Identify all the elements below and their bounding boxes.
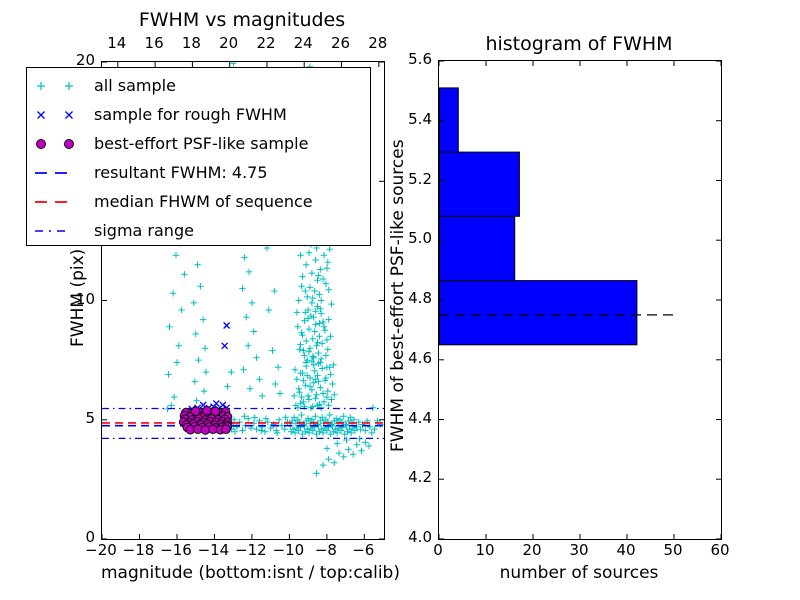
all-sample-points [164, 62, 384, 477]
histogram-bar [439, 215, 516, 281]
circle-pair-icon [36, 138, 74, 149]
scatter-top-tick-label: 20 [219, 34, 239, 52]
x-pair-icon [37, 110, 73, 119]
dashdot-line-icon [35, 229, 67, 232]
scatter-x-tick-label: −20 [85, 541, 117, 559]
legend-entry: median FHWM of sequence [27, 187, 370, 216]
psf-sample-points [178, 405, 233, 435]
histogram-y-tick-label: 5.6 [408, 50, 432, 68]
legend-label: best-effort PSF-like sample [94, 134, 309, 153]
scatter-x-tick-label: −14 [197, 541, 230, 559]
scatter-x-tick-label: −6 [352, 541, 375, 559]
plus-pair-icon [37, 81, 73, 90]
histogram-y-tick-label: 4.8 [408, 289, 432, 307]
scatter-x-tick-label: −12 [235, 541, 267, 559]
histogram-x-tick-label: 20 [522, 541, 542, 559]
histogram-x-tick-label: 60 [710, 541, 730, 559]
scatter-top-tick-label: 16 [144, 34, 164, 52]
legend-label: sigma range [94, 221, 194, 240]
scatter-x-tick-label: −10 [272, 541, 305, 559]
histogram-plot-area [438, 60, 722, 540]
histogram-x-tick-label: 40 [616, 541, 636, 559]
scatter-top-tick-label: 18 [181, 34, 201, 52]
scatter-y-tick-label: 20 [75, 51, 95, 69]
scatter-y-tick-label: 10 [75, 289, 95, 308]
dashed-line-icon [35, 171, 67, 174]
legend-entry: all sample [27, 71, 370, 100]
scatter-x-tick-label: −8 [314, 541, 337, 559]
scatter-title: FWHM vs magnitudes [138, 9, 346, 31]
histogram-y-tick-label: 4.0 [408, 528, 432, 546]
histogram-y-tick-label: 5.4 [408, 109, 432, 128]
legend-entry: resultant FWHM: 4.75 [27, 158, 370, 187]
histogram-bar [439, 280, 638, 346]
scatter-top-tick-label: 22 [256, 34, 276, 52]
histogram-x-tick-label: 30 [569, 541, 589, 559]
histogram-y-tick-label: 5.0 [408, 229, 432, 248]
legend-label: all sample [94, 76, 176, 95]
histogram-bar [439, 151, 520, 217]
scatter-x-tick-label: −18 [122, 541, 155, 559]
legend-label: resultant FWHM: 4.75 [94, 163, 268, 182]
histogram-x-tick-label: 50 [663, 541, 683, 559]
histogram-bar [439, 87, 459, 153]
scatter-x-tick-label: −16 [160, 541, 192, 559]
legend-entry: sigma range [27, 216, 370, 245]
rough-fwhm-points [188, 322, 231, 418]
legend-label: sample for rough FWHM [94, 105, 287, 124]
legend: all sample sample for rough FWHM best-effo… [26, 67, 371, 246]
histogram-y-tick-label: 4.6 [408, 348, 432, 367]
scatter-top-tick-label: 26 [330, 34, 351, 52]
histogram-x-tick-label: 10 [475, 541, 495, 559]
scatter-canvas [102, 62, 384, 539]
legend-label: median FHWM of sequence [94, 192, 313, 211]
legend-entry: sample for rough FWHM [27, 100, 370, 129]
scatter-y-tick-label: 0 [85, 528, 95, 546]
scatter-top-tick-label: 28 [368, 34, 388, 52]
histogram-canvas [439, 61, 721, 539]
histogram-y-tick-label: 4.2 [408, 468, 432, 487]
histogram-title: histogram of FWHM [485, 33, 673, 55]
histogram-x-tick-label: 0 [433, 541, 443, 559]
histogram-y-tick-label: 5.2 [408, 169, 432, 188]
scatter-xaxis-label: magnitude (bottom:isnt / top:calib) [101, 563, 400, 583]
histogram-xaxis-label: number of sources [499, 563, 659, 583]
scatter-top-tick-label: 24 [293, 34, 313, 52]
legend-entry: best-effort PSF-like sample [27, 129, 370, 158]
scatter-top-tick-label: 14 [107, 34, 127, 52]
scatter-y-tick-label: 5 [85, 408, 95, 427]
dashed-line-icon [35, 200, 67, 203]
histogram-y-tick-label: 4.4 [408, 408, 432, 427]
